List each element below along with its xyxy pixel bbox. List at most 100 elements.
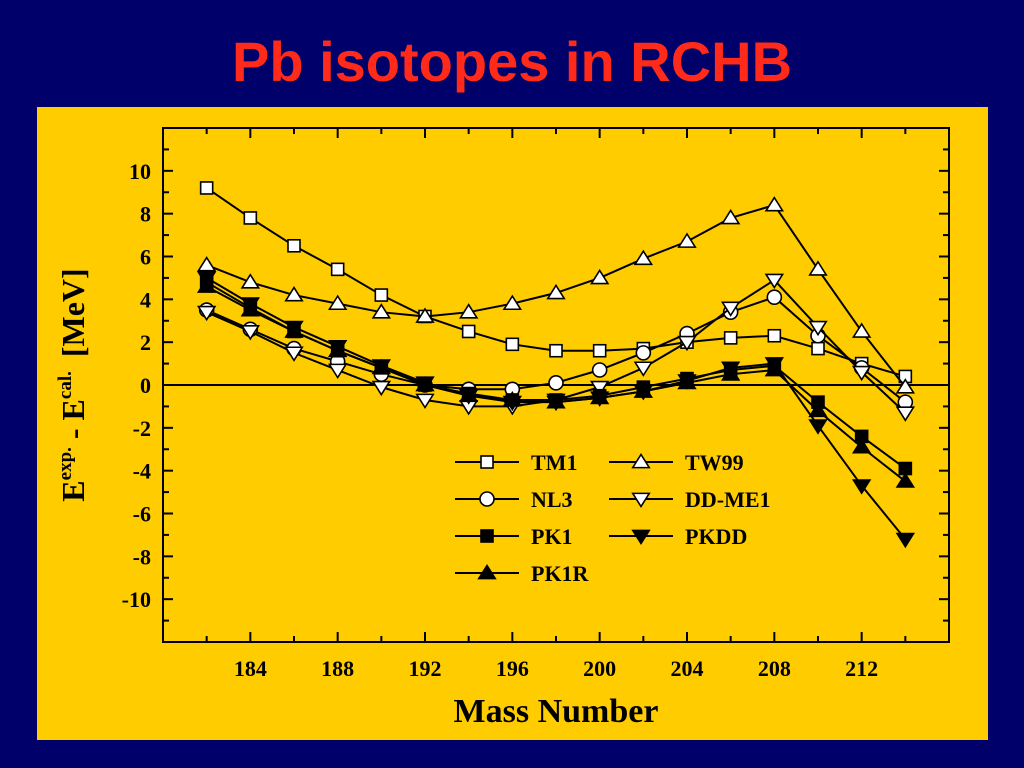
legend-marker xyxy=(479,491,495,507)
data-point xyxy=(592,343,607,358)
series-layer xyxy=(196,181,916,549)
data-point xyxy=(327,294,348,311)
legend-label: NL3 xyxy=(531,487,573,512)
data-point xyxy=(633,361,654,377)
data-point xyxy=(196,305,217,322)
data-point xyxy=(549,343,563,358)
data-point xyxy=(240,325,261,341)
legend-entry-pkdd: PKDD xyxy=(609,524,747,549)
data-point xyxy=(287,238,301,253)
data-point xyxy=(635,345,652,361)
data-point xyxy=(502,390,523,407)
data-point xyxy=(196,256,217,272)
y-tick-label: -6 xyxy=(133,502,151,527)
y-axis-title-e1: E xyxy=(55,480,91,501)
legend-label: TM1 xyxy=(531,450,577,475)
y-tick-label: 0 xyxy=(140,373,151,398)
x-tick-label: 188 xyxy=(321,656,354,681)
data-point xyxy=(808,260,828,276)
y-axis-title-e2: E xyxy=(55,399,91,420)
data-point xyxy=(461,324,476,339)
x-axis-title: Mass Number xyxy=(454,693,659,730)
legend-label: DD-ME1 xyxy=(685,487,771,512)
data-point xyxy=(851,322,872,338)
data-point xyxy=(633,382,654,398)
data-point xyxy=(811,341,825,356)
legend-entry-pk1r: PK1R xyxy=(455,561,590,586)
data-point xyxy=(808,401,828,418)
y-tick-label: -2 xyxy=(133,416,151,441)
data-point xyxy=(415,393,435,409)
data-point xyxy=(764,273,785,290)
slide-title: Pb isotopes in RCHB xyxy=(231,30,793,93)
chart-svg: 184 188 192 196 200 204 208 212-10-8-6-4-202468… xyxy=(55,127,950,730)
data-point xyxy=(589,380,610,397)
legend-entry-tw99: TW99 xyxy=(609,450,744,475)
data-point xyxy=(589,268,610,285)
data-point xyxy=(415,307,435,323)
legend-entry-dd-me1: DD-ME1 xyxy=(609,487,771,512)
x-tick-label: 208 xyxy=(758,656,791,681)
y-axis-title-sup1: exp. xyxy=(55,447,76,480)
data-point xyxy=(895,472,916,488)
data-point xyxy=(720,208,741,225)
data-point xyxy=(720,301,741,317)
series-tw99 xyxy=(196,196,916,394)
data-point xyxy=(374,288,389,302)
ticks-layer xyxy=(163,128,949,642)
y-axis-title-unit: [MeV] xyxy=(55,268,91,357)
data-point xyxy=(196,277,217,293)
data-point xyxy=(677,373,697,390)
data-point xyxy=(633,249,654,266)
legend-entry-tm1: TM1 xyxy=(455,450,577,475)
data-point xyxy=(505,337,520,352)
y-tick-label: -4 xyxy=(133,459,151,484)
data-point xyxy=(808,320,828,337)
legend-marker xyxy=(477,563,497,580)
data-point xyxy=(851,365,872,382)
series-pk1r xyxy=(196,277,916,488)
data-point xyxy=(458,386,479,403)
data-point xyxy=(808,419,828,435)
data-point xyxy=(371,358,392,375)
y-tick-label: 10 xyxy=(129,159,151,184)
data-point xyxy=(546,393,566,409)
data-point xyxy=(720,365,741,381)
y-tick-label: 6 xyxy=(140,245,151,270)
data-point xyxy=(766,289,783,305)
data-point xyxy=(764,196,785,212)
data-point xyxy=(767,328,782,343)
data-point xyxy=(502,294,523,311)
data-point xyxy=(284,286,304,302)
x-tick-label: 184 xyxy=(234,656,267,681)
y-axis-title-minus: - xyxy=(55,420,91,447)
data-point xyxy=(240,301,261,317)
y-tick-label: -10 xyxy=(122,587,151,612)
data-point xyxy=(591,362,608,378)
data-point xyxy=(284,346,304,362)
y-axis-title: Eexp. - Ecal. [MeV] xyxy=(55,268,91,501)
legend-label: PK1R xyxy=(531,561,590,586)
legend-marker xyxy=(631,452,651,469)
data-point xyxy=(851,438,872,454)
y-axis-title-sup2: cal. xyxy=(55,371,76,399)
data-point xyxy=(371,303,392,319)
data-point xyxy=(546,283,566,300)
y-tick-label: 2 xyxy=(140,330,151,355)
x-tick-label: 200 xyxy=(583,656,616,681)
y-tick-label: 8 xyxy=(140,202,151,227)
data-point xyxy=(330,262,345,277)
legend-label: PK1 xyxy=(531,524,573,549)
x-tick-label: 212 xyxy=(845,656,878,681)
x-tick-label: 204 xyxy=(671,656,704,681)
legend-marker xyxy=(631,529,651,546)
data-point xyxy=(327,341,348,358)
data-point xyxy=(895,532,916,549)
tick-labels-layer: 184 188 192 196 200 204 208 212 -10 -8 -6 -4 -2 0 2 4 6 8… xyxy=(122,159,878,681)
data-point xyxy=(548,375,564,391)
legend-marker xyxy=(631,492,651,509)
data-point xyxy=(895,406,916,422)
chart-panel: 184 188 192 196 200 204 208 212 -10 -8 -6 -4 -2 0 2 4 6 8… xyxy=(37,107,988,740)
legend-label: PKDD xyxy=(685,524,747,549)
legend-entry-nl3: NL3 xyxy=(455,487,573,512)
